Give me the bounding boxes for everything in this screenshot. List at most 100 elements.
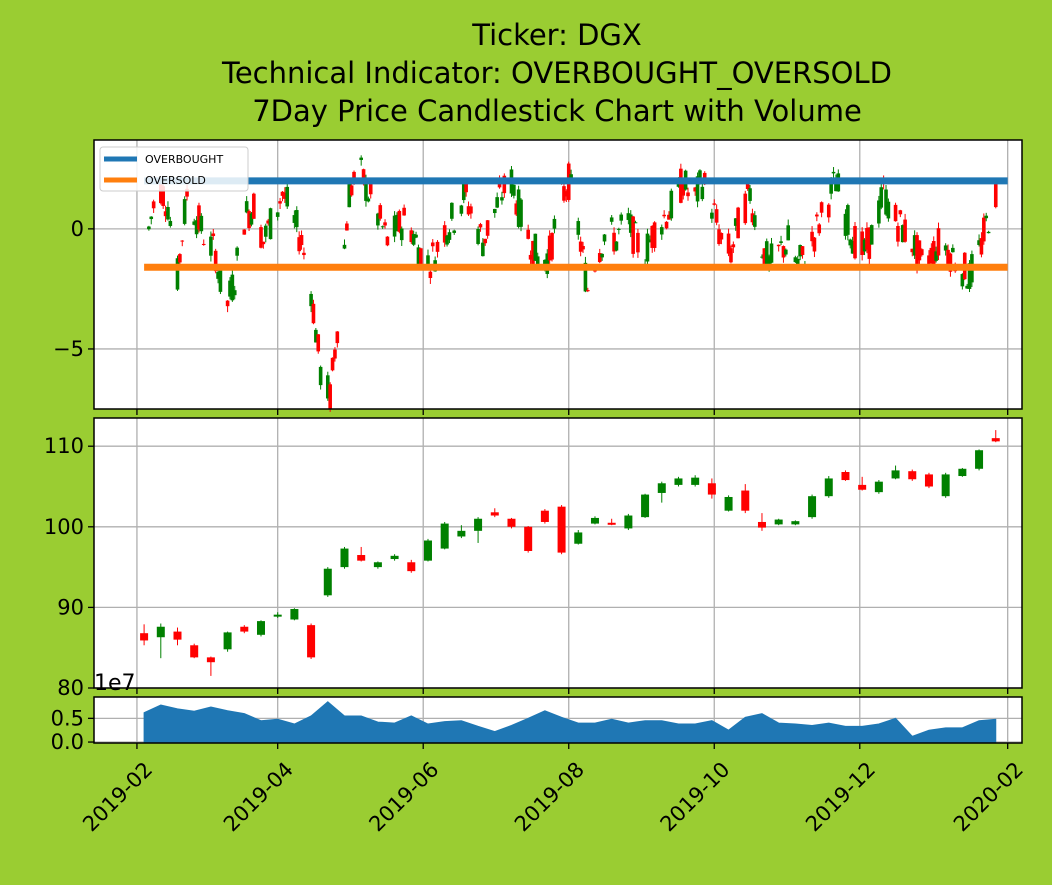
indicator-candle-173 [726,233,731,254]
price-candle-13 [357,555,366,561]
volume-scale-label: 1e7 [94,671,136,696]
indicator-candle-147 [636,232,640,253]
price-panel-bg [94,418,1022,688]
indicator-candle-59 [345,223,349,231]
indicator-candle-177 [736,207,740,239]
indicator-candle-3 [158,180,163,204]
indicator-candle-227 [903,219,907,242]
indicator-candle-54 [328,384,332,410]
indicator-candle-138 [609,217,614,222]
indicator-candle-213 [860,231,864,255]
indicator-candle-182 [753,215,757,227]
indicator-candle-48 [309,293,313,307]
indicator-candle-63 [359,157,363,160]
price-candle-44 [874,481,883,493]
indicator-candle-51 [316,334,321,352]
indicator-candle-169 [712,203,717,205]
indicator-candle-216 [867,227,872,259]
indicator-candle-65 [364,178,368,201]
indicator-candle-137 [602,234,607,242]
indicator-candle-4 [161,186,165,206]
indicator-candle-248 [977,240,981,245]
indicator-candle-66 [366,198,371,202]
indicator-candle-36 [266,220,270,224]
indicator-candle-178 [743,193,748,224]
price-candle-1 [156,626,165,638]
indicator-candle-22 [218,265,223,292]
price-candle-32 [674,478,683,485]
indicator-candle-172 [719,233,724,240]
indicator-candle-19 [211,233,216,237]
indicator-candle-68 [376,213,380,226]
indicator-candle-198 [810,231,814,242]
indicator-candle-57 [335,331,340,344]
indicator-candle-195 [798,245,802,257]
price-candle-28 [607,522,616,525]
volume-ytick-label-1: 0.5 [51,706,84,730]
indicator-candle-184 [762,248,767,267]
indicator-candle-246 [967,263,972,289]
price-candle-21 [490,512,499,516]
indicator-candle-55 [330,357,335,371]
indicator-candle-129 [578,241,583,252]
indicator-candle-155 [664,221,669,229]
indicator-candle-112 [519,199,523,227]
indicator-candle-164 [695,176,700,202]
indicator-candle-154 [662,214,666,217]
indicator-candle-222 [886,201,891,219]
indicator-candle-200 [815,214,819,217]
indicator-candle-241 [951,247,955,253]
indicator-candle-23 [225,300,230,307]
price-candle-48 [941,474,950,497]
indicator-candle-152 [652,222,657,248]
indicator-candle-47 [302,252,306,256]
indicator-candle-95 [464,183,468,193]
indicator-candle-212 [853,226,857,259]
indicator-candle-124 [562,186,566,201]
indicator-candle-205 [831,171,836,174]
price-candle-9 [290,609,299,620]
indicator-candle-90 [447,232,452,240]
indicator-candle-252 [986,231,991,234]
indicator-candle-190 [781,246,786,258]
indicator-candle-179 [745,181,750,190]
indicator-candle-14 [194,220,199,235]
indicator-candle-236 [934,251,938,261]
indicator-candle-215 [865,227,869,250]
indicator-candle-69 [378,205,383,219]
indicator-candle-139 [612,232,616,252]
indicator-candle-43 [292,215,297,223]
indicator-candle-235 [931,241,936,265]
indicator-candle-78 [409,230,414,243]
indicator-candle-24 [228,280,232,297]
indicator-candle-58 [342,244,347,249]
indicator-candle-125 [564,191,569,197]
price-candle-3 [190,645,199,658]
indicator-candle-219 [879,187,884,208]
indicator-candle-119 [545,253,550,274]
indicator-candle-29 [244,201,249,213]
indicator-candle-73 [392,215,397,237]
legend-label-1: OVERSOLD [145,174,206,187]
indicator-candle-56 [333,349,337,359]
indicator-candle-194 [795,258,800,266]
price-candle-11 [323,568,332,596]
indicator-candle-20 [213,250,218,272]
indicator-candle-2 [151,201,156,209]
indicator-candle-35 [263,225,268,237]
indicator-candle-28 [242,229,247,235]
indicator-candle-202 [819,202,824,213]
price-candle-23 [524,526,533,551]
indicator-candle-208 [843,213,848,236]
price-candle-47 [924,474,933,487]
indicator-candle-162 [686,192,690,197]
indicator-candle-25 [230,274,235,301]
indicator-candle-9 [178,254,182,263]
indicator-candle-12 [185,188,189,197]
indicator-candle-32 [252,193,256,219]
indicator-candle-145 [631,216,635,254]
indicator-candle-45 [297,237,301,252]
indicator-candle-8 [175,258,180,290]
indicator-candle-64 [361,169,366,185]
indicator-candle-214 [862,239,867,252]
